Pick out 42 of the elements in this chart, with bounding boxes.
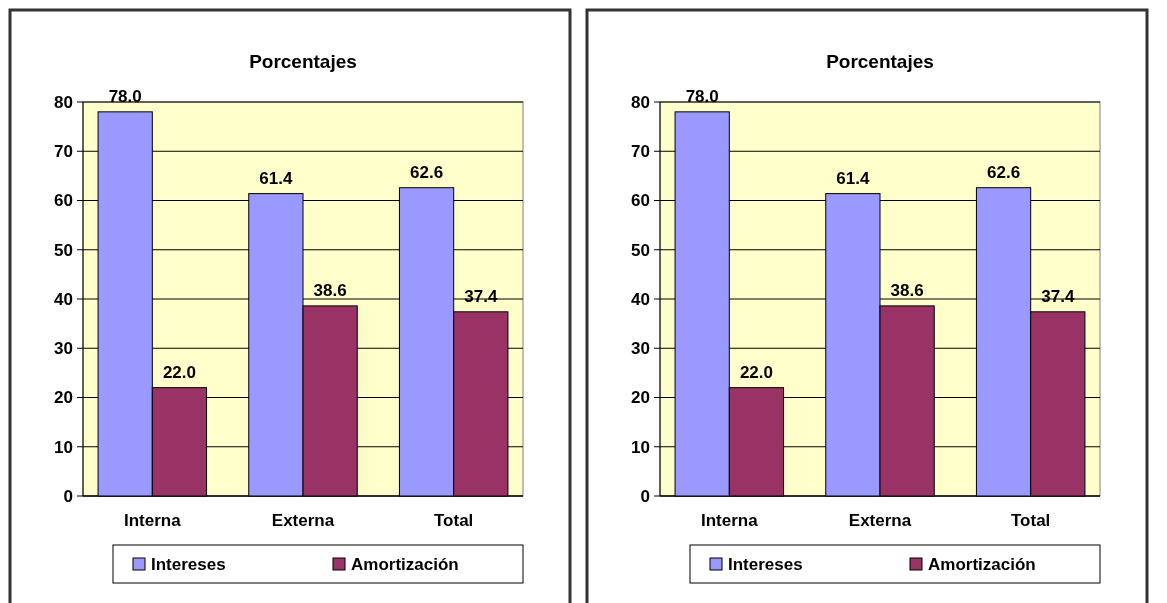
data-label: 22.0 [162,362,196,382]
legend-label: Intereses [151,555,226,574]
data-label: 78.0 [108,86,142,106]
y-tick-label: 60 [54,191,73,211]
y-tick-label: 80 [631,92,650,112]
y-tick-label: 20 [631,388,650,408]
y-tick-label: 70 [631,142,650,162]
data-label: 38.6 [313,280,347,300]
data-label: 37.4 [1041,286,1075,306]
data-label: 38.6 [890,280,924,300]
x-tick-label: Interna [123,511,182,530]
legend-label: Amortización [351,555,459,574]
y-tick-label: 30 [631,339,650,359]
y-tick-label: 70 [54,142,73,162]
y-tick-label: 80 [54,92,73,112]
y-tick-label: 50 [631,240,650,260]
y-tick-label: 20 [54,388,73,408]
chart-title: Porcentajes [826,51,934,72]
y-tick-label: 50 [54,240,73,260]
x-tick-label: Interna [700,511,759,530]
y-tick-label: 60 [631,191,650,211]
data-label: 37.4 [464,286,498,306]
y-tick-label: 40 [54,289,73,309]
legend-label: Amortización [928,555,1036,574]
data-label: 61.4 [836,168,870,188]
data-label: 22.0 [739,362,773,382]
x-tick-label: Total [1011,511,1051,530]
y-tick-label: 10 [54,437,73,457]
x-tick-label: Externa [848,511,912,530]
data-label: 61.4 [259,168,293,188]
y-tick-label: 0 [63,486,73,506]
data-label: 78.0 [685,86,719,106]
y-tick-label: 10 [631,437,650,457]
data-label: 62.6 [987,162,1021,182]
y-tick-label: 40 [631,289,650,309]
x-tick-label: Total [434,511,474,530]
y-tick-label: 0 [640,486,650,506]
y-tick-label: 30 [54,339,73,359]
data-label: 62.6 [410,162,444,182]
x-tick-label: Externa [271,511,335,530]
chart-title: Porcentajes [249,51,357,72]
legend-label: Intereses [728,555,803,574]
